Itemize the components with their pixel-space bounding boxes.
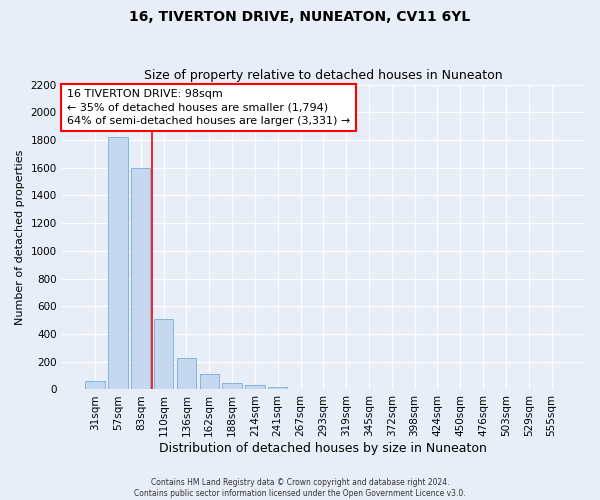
Bar — [268, 386, 287, 390]
Bar — [245, 386, 265, 390]
Y-axis label: Number of detached properties: Number of detached properties — [15, 150, 25, 324]
Bar — [131, 168, 151, 390]
Bar — [200, 374, 219, 390]
Text: 16, TIVERTON DRIVE, NUNEATON, CV11 6YL: 16, TIVERTON DRIVE, NUNEATON, CV11 6YL — [130, 10, 470, 24]
Bar — [177, 358, 196, 390]
Bar — [108, 137, 128, 390]
Text: 16 TIVERTON DRIVE: 98sqm
← 35% of detached houses are smaller (1,794)
64% of sem: 16 TIVERTON DRIVE: 98sqm ← 35% of detach… — [67, 89, 350, 126]
Bar — [223, 382, 242, 390]
Bar — [154, 319, 173, 390]
Bar — [85, 381, 105, 390]
X-axis label: Distribution of detached houses by size in Nuneaton: Distribution of detached houses by size … — [160, 442, 487, 455]
Title: Size of property relative to detached houses in Nuneaton: Size of property relative to detached ho… — [144, 69, 503, 82]
Text: Contains HM Land Registry data © Crown copyright and database right 2024.
Contai: Contains HM Land Registry data © Crown c… — [134, 478, 466, 498]
